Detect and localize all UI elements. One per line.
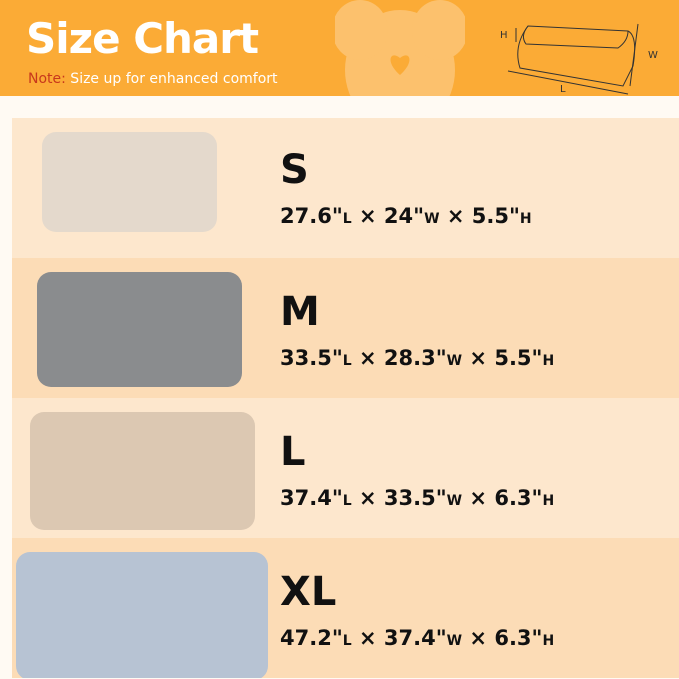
l-label: L: [560, 84, 566, 95]
bed-image-l: [30, 412, 255, 530]
size-label: L: [280, 429, 306, 475]
page-title: Size Chart: [26, 14, 259, 63]
dimensions: 33.5"L × 28.3"W × 5.5"H: [280, 346, 555, 370]
header-banner: Size Chart Note: Size up for enhanced co…: [0, 0, 679, 96]
dog-silhouette-icon: [335, 0, 465, 96]
bed-dimension-diagram-icon: H W L: [500, 23, 658, 95]
dimensions: 47.2"L × 37.4"W × 6.3"H: [280, 626, 555, 650]
note: Note: Size up for enhanced comfort: [28, 71, 278, 87]
dimensions: 27.6"L × 24"W × 5.5"H: [280, 204, 532, 228]
h-label: H: [500, 30, 508, 41]
bed-image-xl: [16, 552, 268, 678]
size-label: M: [280, 289, 320, 335]
size-row-s: S 27.6"L × 24"W × 5.5"H: [12, 118, 679, 258]
bed-image-m: [37, 272, 242, 387]
size-row-xl: XL 47.2"L × 37.4"W × 6.3"H: [12, 538, 679, 678]
size-label: XL: [280, 569, 337, 615]
w-label: W: [648, 50, 658, 61]
note-text: Size up for enhanced comfort: [65, 71, 278, 87]
size-row-l: L 37.4"L × 33.5"W × 6.3"H: [12, 398, 679, 538]
size-table: S 27.6"L × 24"W × 5.5"H M 33.5"L × 28.3"…: [12, 118, 679, 678]
size-label: S: [280, 147, 309, 193]
size-row-m: M 33.5"L × 28.3"W × 5.5"H: [12, 258, 679, 398]
bed-image-s: [42, 132, 217, 232]
dimensions: 37.4"L × 33.5"W × 6.3"H: [280, 486, 555, 510]
note-label: Note:: [28, 71, 66, 87]
